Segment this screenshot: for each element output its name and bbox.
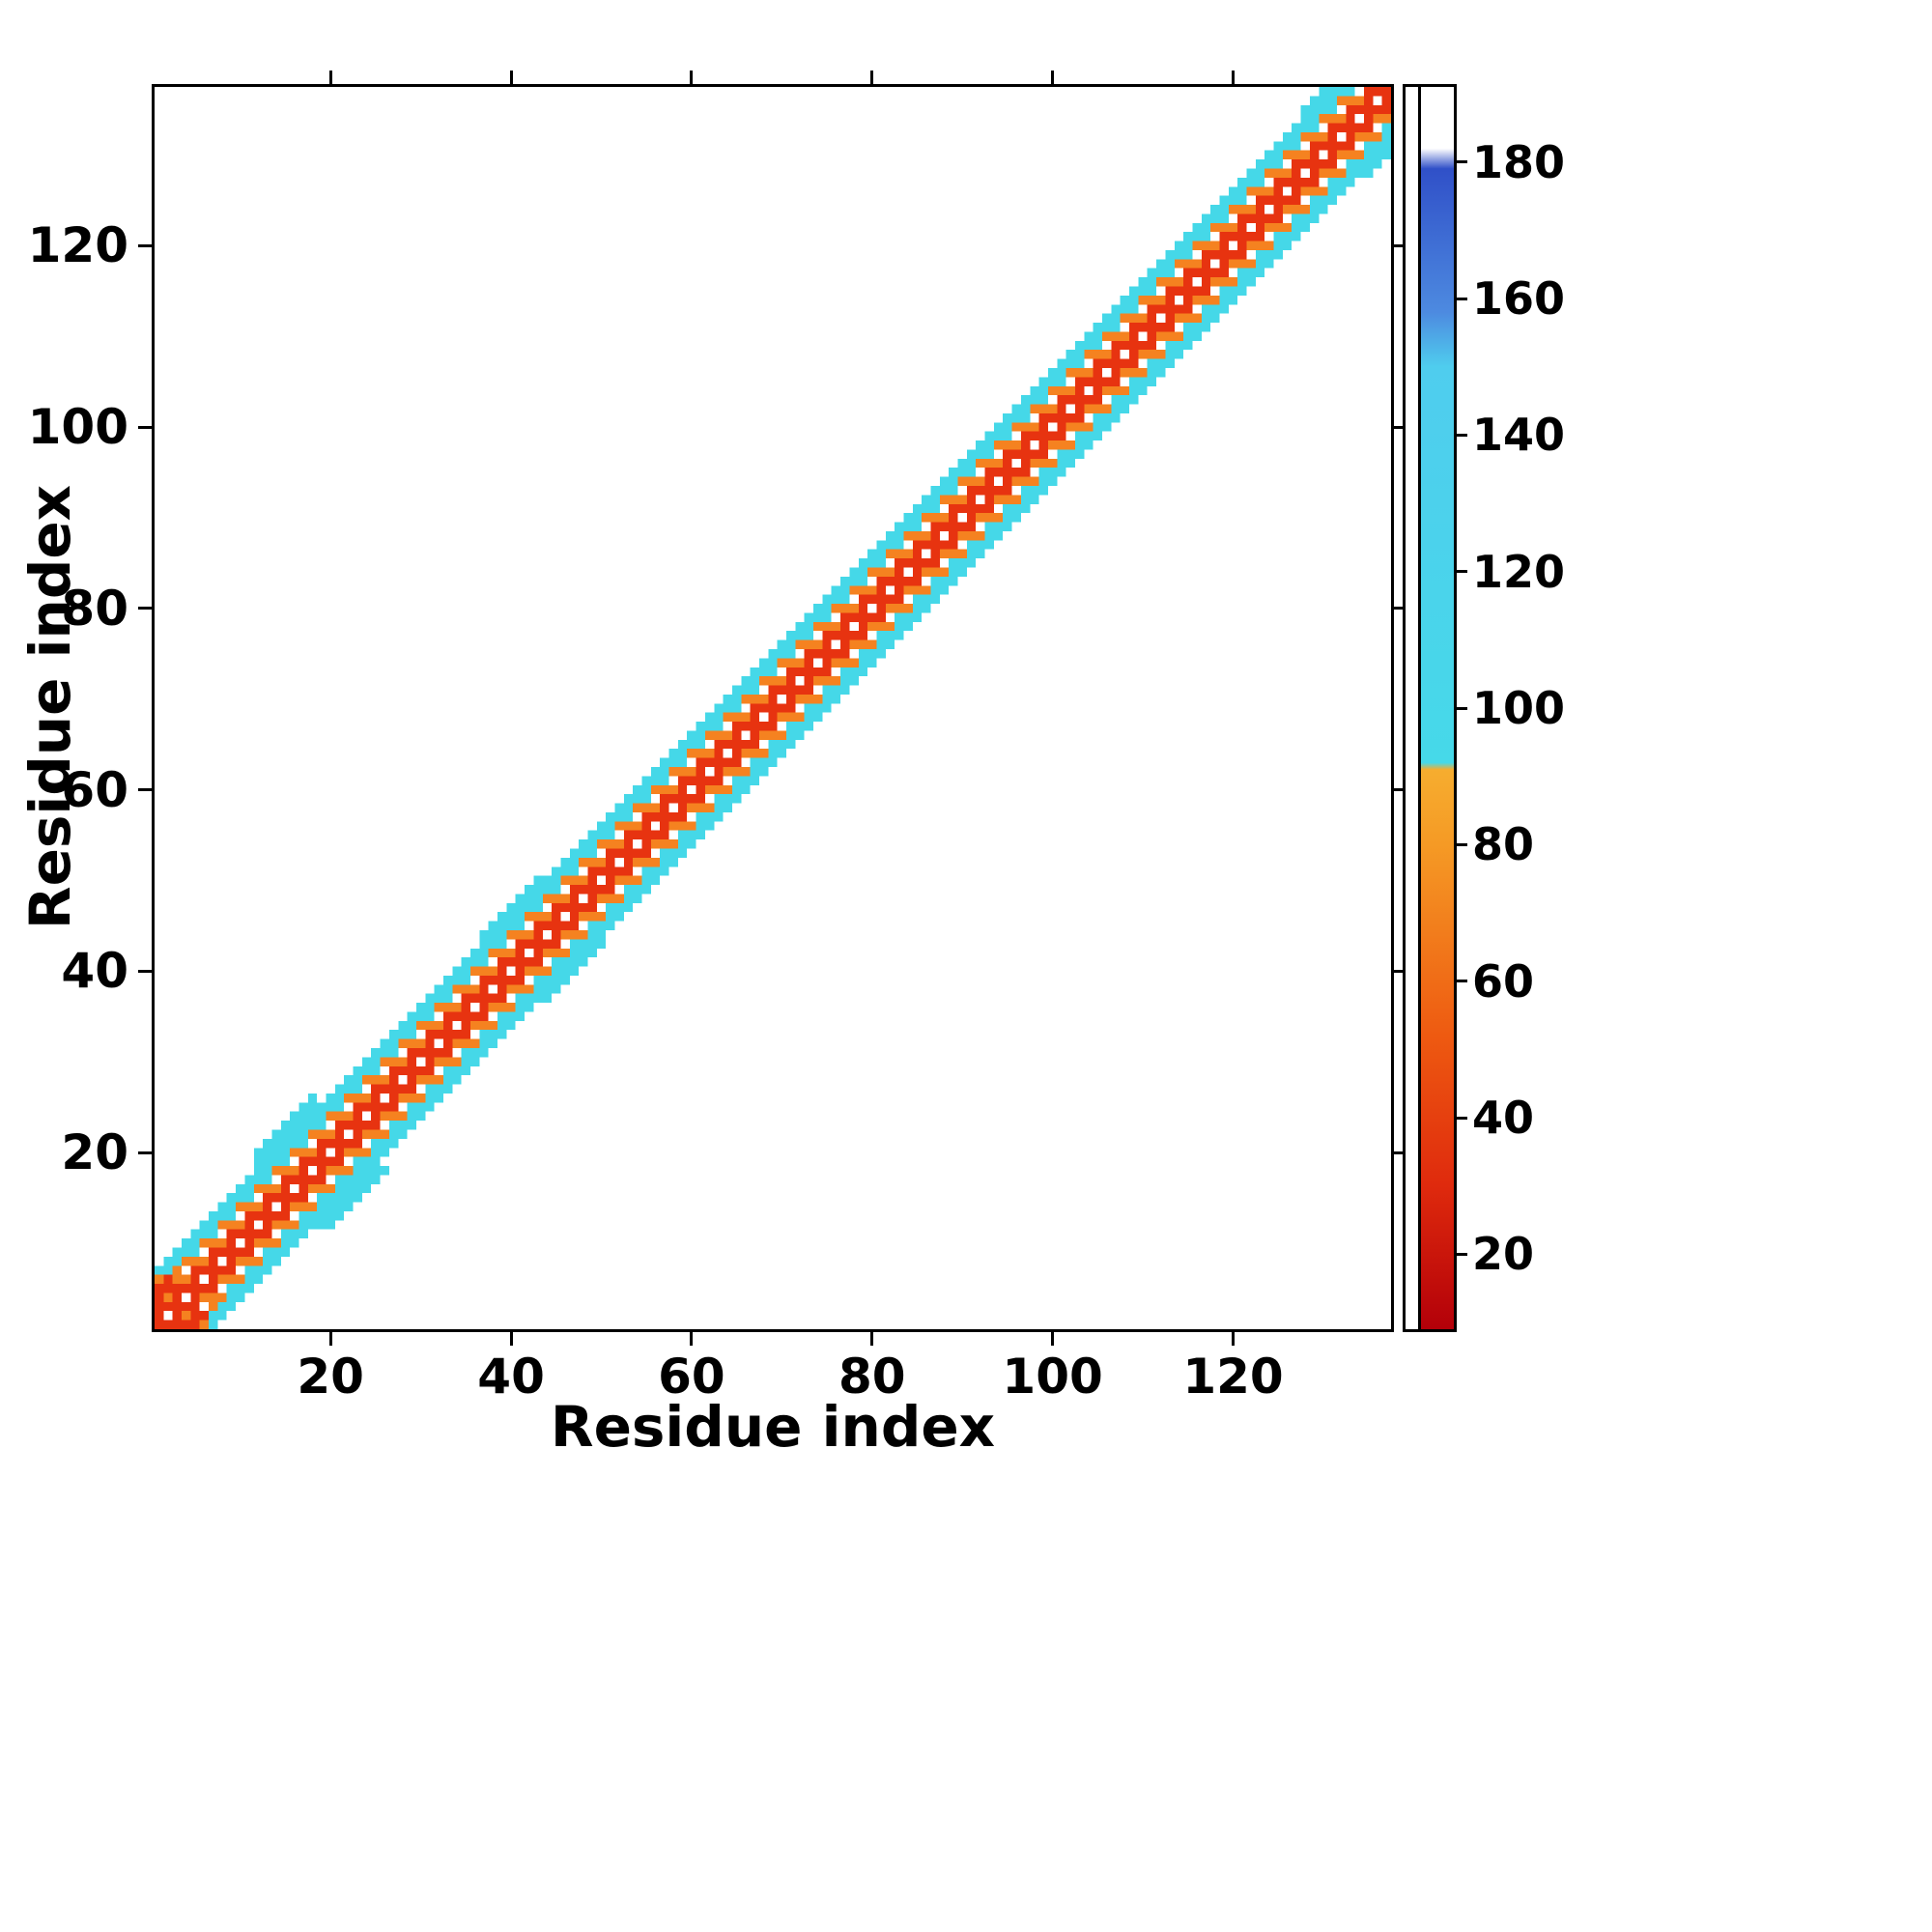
y-tick-mark (138, 243, 152, 247)
x-tick-mark (509, 1332, 513, 1346)
y-tick-label: 40 (61, 943, 128, 1000)
colorbar-tick-label: 60 (1472, 954, 1535, 1008)
x-tick-label: 60 (658, 1349, 725, 1405)
plot-area (152, 84, 1394, 1332)
x-tick-mark-top (690, 71, 694, 84)
y-tick-mark (138, 607, 152, 611)
colorbar-tick-label: 100 (1472, 682, 1566, 734)
colorbar-tick-mark (1457, 1252, 1467, 1256)
colorbar-tick-mark (1457, 433, 1467, 437)
colorbar-tick-mark (1457, 570, 1467, 574)
x-tick-mark-top (1232, 71, 1235, 84)
x-axis-label: Residue index (550, 1394, 996, 1460)
y-tick-mark (138, 788, 152, 791)
y-tick-mark (138, 1151, 152, 1154)
colorbar-tick-mark (1457, 706, 1467, 710)
colorbar-tick-mark (1457, 1116, 1467, 1120)
y-tick-label: 80 (61, 580, 128, 637)
x-tick-mark-top (328, 71, 332, 84)
y-tick-mark-right (1394, 788, 1404, 791)
x-tick-label: 120 (1182, 1349, 1284, 1405)
heatmap-canvas (155, 87, 1391, 1329)
y-tick-mark-right (1394, 607, 1404, 611)
colorbar-tick-mark (1457, 842, 1467, 846)
x-tick-label: 20 (297, 1349, 364, 1405)
y-tick-label: 20 (61, 1124, 128, 1180)
x-tick-label: 80 (838, 1349, 906, 1405)
y-axis-label: Residue index (17, 484, 83, 930)
colorbar-tick-label: 80 (1472, 818, 1535, 871)
y-tick-mark-right (1394, 969, 1404, 973)
colorbar-tick-label: 160 (1472, 272, 1566, 325)
y-tick-mark-right (1394, 243, 1404, 247)
x-tick-mark (1232, 1332, 1235, 1346)
x-tick-mark-top (1051, 71, 1055, 84)
colorbar-tick-label: 20 (1472, 1228, 1535, 1281)
x-tick-mark-top (509, 71, 513, 84)
x-tick-mark (1051, 1332, 1055, 1346)
x-tick-mark (690, 1332, 694, 1346)
y-tick-mark-right (1394, 1151, 1404, 1154)
y-tick-label: 100 (27, 399, 128, 455)
x-tick-mark (870, 1332, 874, 1346)
colorbar-tick-mark (1457, 980, 1467, 983)
y-tick-label: 60 (61, 761, 128, 818)
x-tick-mark-top (870, 71, 874, 84)
y-tick-mark (138, 969, 152, 973)
colorbar-tick-mark (1457, 297, 1467, 300)
x-tick-mark (328, 1332, 332, 1346)
y-tick-mark-right (1394, 425, 1404, 429)
y-tick-mark (138, 425, 152, 429)
colorbar-tick-label: 140 (1472, 409, 1566, 462)
colorbar-tick-label: 40 (1472, 1092, 1535, 1144)
x-tick-label: 100 (1002, 1349, 1103, 1405)
colorbar (1418, 84, 1457, 1332)
x-tick-label: 40 (477, 1349, 545, 1405)
y-tick-label: 120 (27, 217, 128, 274)
colorbar-tick-label: 180 (1472, 135, 1566, 188)
colorbar-tick-mark (1457, 160, 1467, 164)
colorbar-tick-label: 120 (1472, 545, 1566, 598)
